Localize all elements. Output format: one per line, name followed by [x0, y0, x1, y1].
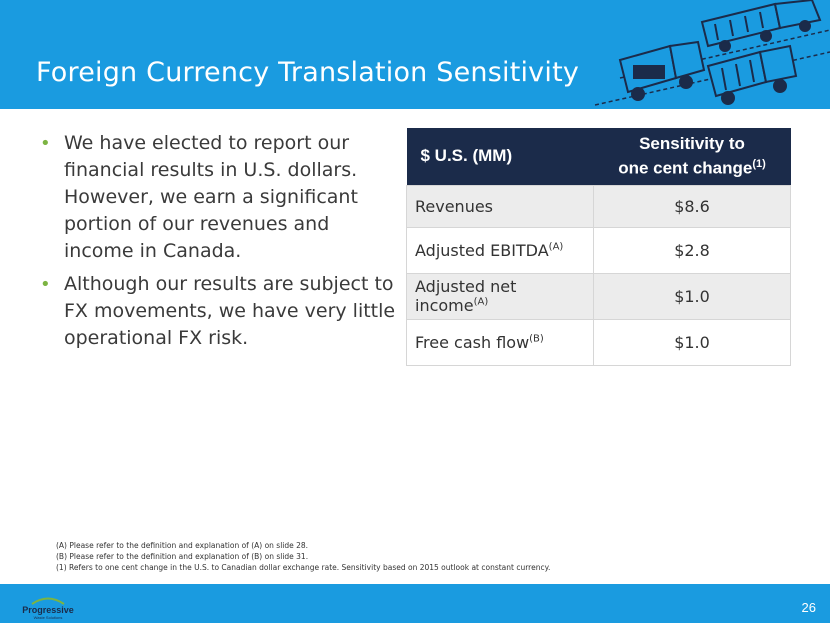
row-label: Free cash flow(B)	[406, 318, 594, 366]
footnote: (B) Please refer to the definition and e…	[56, 552, 309, 561]
header-sensitivity-line1: Sensitivity to	[639, 133, 745, 153]
row-label: Revenues	[406, 184, 594, 228]
row-value: $1.0	[593, 318, 791, 366]
header-sensitivity: Sensitivity to one cent change(1)	[593, 128, 791, 185]
footer-bar	[0, 584, 830, 623]
row-value: $2.8	[593, 226, 791, 274]
bullet-dot-icon: •	[40, 133, 51, 154]
garbage-truck-fleet-icon	[594, 0, 830, 106]
bullet-dot-icon: •	[40, 274, 51, 295]
table-header-row: $ U.S. (MM) Sensitivity to one cent chan…	[406, 128, 791, 185]
table-row: Revenues $8.6	[406, 184, 791, 228]
progressive-logo: Progressive Waste Solutions	[18, 597, 78, 620]
slide-title: Foreign Currency Translation Sensitivity	[36, 57, 580, 88]
table-row: Adjusted EBITDA(A) $2.8	[406, 226, 791, 274]
row-value: $8.6	[593, 184, 791, 228]
bullet-text: Although our results are subject to FX m…	[64, 273, 396, 349]
footnotes: (A) Please refer to the definition and e…	[56, 540, 796, 573]
header-bar: Foreign Currency Translation Sensitivity	[0, 0, 830, 109]
table-row: Adjusted net income(A) $1.0	[406, 272, 791, 320]
header-footnote-ref: (1)	[752, 157, 766, 170]
row-label: Adjusted net income(A)	[406, 272, 594, 320]
logo-subtext: Waste Solutions	[33, 615, 63, 620]
bullet-list: • We have elected to report our financia…	[36, 130, 396, 358]
row-label: Adjusted EBITDA(A)	[406, 226, 594, 274]
header-currency: $ U.S. (MM)	[406, 128, 594, 185]
row-value: $1.0	[593, 272, 791, 320]
logo-swoosh-icon	[31, 597, 65, 605]
page-number: 26	[801, 600, 816, 615]
header-sensitivity-line2: one cent change	[618, 158, 753, 178]
table-row: Free cash flow(B) $1.0	[406, 318, 791, 366]
bullet-item: • Although our results are subject to FX…	[36, 271, 396, 352]
footnote: (1) Refers to one cent change in the U.S…	[56, 563, 551, 572]
bullet-item: • We have elected to report our financia…	[36, 130, 396, 265]
logo-text: Progressive	[22, 605, 74, 615]
bullet-text: We have elected to report our financial …	[64, 132, 358, 262]
sensitivity-table: $ U.S. (MM) Sensitivity to one cent chan…	[406, 128, 791, 366]
footnote: (A) Please refer to the definition and e…	[56, 541, 309, 550]
